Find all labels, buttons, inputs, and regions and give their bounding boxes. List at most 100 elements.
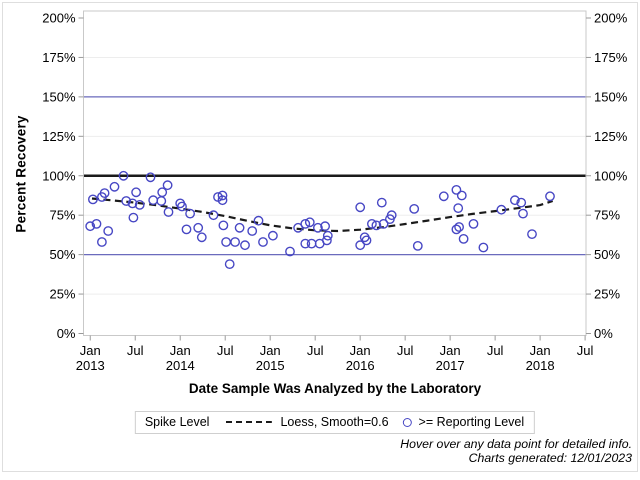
data-point[interactable] [545, 191, 555, 202]
data-point[interactable] [131, 187, 142, 198]
data-point[interactable] [300, 218, 311, 229]
x-tick-month: Jul [217, 343, 234, 358]
data-point[interactable] [134, 199, 145, 210]
data-point[interactable] [230, 237, 241, 247]
x-tick-month: Jul [577, 343, 594, 358]
data-point[interactable] [221, 237, 232, 247]
data-point[interactable] [355, 240, 366, 251]
data-point[interactable] [386, 210, 397, 221]
data-point[interactable] [181, 224, 192, 235]
data-point[interactable] [162, 180, 173, 191]
data-point[interactable] [99, 188, 110, 199]
data-point[interactable] [218, 220, 229, 231]
data-point[interactable] [453, 203, 464, 214]
y-axis-title: Percent Recovery [13, 115, 29, 233]
x-tick-year: 2016 [346, 358, 375, 373]
data-point[interactable] [306, 238, 317, 249]
data-point[interactable] [163, 207, 174, 217]
data-point[interactable] [217, 190, 228, 201]
y-tick-label-left: 175% [42, 50, 76, 65]
data-point[interactable] [355, 202, 366, 213]
footer-generated-date: Charts generated: 12/01/2023 [468, 450, 632, 465]
data-point[interactable] [451, 224, 462, 235]
data-point[interactable] [320, 221, 330, 232]
data-point[interactable] [451, 184, 462, 195]
legend-loess-label: Loess, Smooth=0.6 [280, 415, 389, 429]
data-point[interactable] [478, 242, 489, 253]
data-point[interactable] [145, 172, 156, 183]
x-tick-month: Jul [397, 343, 414, 358]
x-tick-month: Jan [440, 343, 461, 358]
data-point[interactable] [285, 246, 295, 257]
y-tick-label-right: 25% [594, 287, 620, 302]
data-point[interactable] [300, 238, 311, 249]
data-point[interactable] [454, 222, 464, 232]
data-point[interactable] [376, 197, 387, 208]
x-tick-year: 2014 [166, 358, 195, 373]
data-point[interactable] [304, 217, 315, 228]
data-point[interactable] [371, 220, 382, 231]
data-point[interactable] [293, 222, 303, 233]
data-point[interactable] [148, 195, 159, 206]
x-tick-year: 2015 [256, 358, 285, 373]
y-tick-label-right: 50% [594, 247, 620, 262]
y-tick-label-left: 75% [49, 208, 75, 223]
data-point[interactable] [234, 222, 245, 233]
data-point[interactable] [322, 230, 333, 241]
data-point[interactable] [128, 212, 139, 223]
data-point[interactable] [224, 259, 235, 269]
data-point[interactable] [361, 235, 372, 246]
data-point[interactable] [196, 232, 207, 243]
y-tick-label-left: 200% [42, 11, 76, 26]
data-point[interactable] [118, 170, 129, 181]
data-point[interactable] [193, 222, 204, 233]
loess-line-icon [225, 421, 272, 423]
data-point[interactable] [412, 240, 423, 251]
y-tick-label-right: 200% [594, 11, 628, 26]
data-point[interactable] [468, 218, 479, 229]
y-tick-label-right: 100% [594, 168, 628, 183]
data-point[interactable] [127, 198, 138, 209]
data-point[interactable] [366, 218, 377, 229]
y-tick-label-right: 175% [594, 50, 628, 65]
data-point[interactable] [156, 196, 167, 206]
data-point[interactable] [157, 187, 168, 198]
y-tick-label-right: 150% [594, 89, 628, 104]
data-point[interactable] [258, 237, 268, 247]
data-point[interactable] [438, 191, 449, 202]
x-tick-month: Jul [127, 343, 144, 358]
data-point[interactable] [97, 237, 107, 247]
data-point[interactable] [267, 230, 278, 241]
data-point[interactable] [510, 195, 520, 206]
data-point[interactable] [185, 208, 196, 219]
data-point[interactable] [88, 194, 98, 205]
y-tick-label-left: 150% [42, 89, 76, 104]
data-point[interactable] [516, 197, 527, 208]
data-point[interactable] [85, 221, 96, 232]
data-point[interactable] [91, 218, 102, 229]
data-point[interactable] [253, 215, 264, 226]
data-point[interactable] [103, 226, 114, 236]
data-point[interactable] [378, 218, 389, 229]
y-tick-label-left: 125% [42, 129, 76, 144]
footer-hover-note: Hover over any data point for detailed i… [400, 437, 632, 451]
data-point[interactable] [518, 208, 528, 219]
data-point[interactable] [208, 210, 219, 221]
data-point[interactable] [247, 226, 258, 236]
data-point[interactable] [456, 190, 467, 201]
data-point[interactable] [121, 196, 132, 206]
data-point[interactable] [321, 235, 332, 246]
data-point[interactable] [527, 229, 537, 240]
data-point[interactable] [496, 204, 507, 215]
legend-marker-label: >= Reporting Level [418, 415, 525, 429]
data-point[interactable] [109, 181, 120, 192]
data-point[interactable] [217, 195, 228, 206]
y-tick-label-right: 75% [594, 208, 620, 223]
data-point[interactable] [458, 233, 469, 244]
data-point[interactable] [177, 201, 187, 212]
data-point[interactable] [312, 222, 323, 233]
data-point[interactable] [409, 203, 420, 214]
data-point[interactable] [240, 240, 250, 251]
